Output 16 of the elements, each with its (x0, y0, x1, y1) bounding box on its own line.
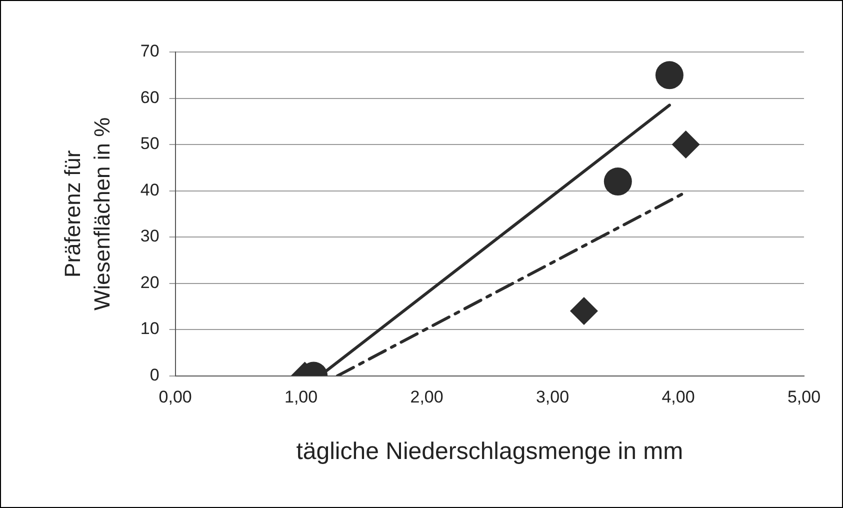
y-tick-label: 60 (140, 88, 160, 107)
y-tick-label: 50 (140, 134, 160, 154)
y-tick-label: 20 (140, 272, 160, 292)
y-tick-label: 40 (140, 180, 160, 200)
y-tick-label: 10 (140, 319, 160, 338)
y-axis-title: Präferenz für Wiesenflächen in % (60, 117, 115, 311)
x-axis-title: tägliche Niederschlagsmenge in mm (296, 438, 684, 466)
x-tick-label: 5,00 (787, 388, 821, 407)
y-tick-label: 70 (140, 42, 160, 61)
y-tick-label: 0 (150, 365, 160, 384)
x-tick-label: 1,00 (284, 388, 318, 407)
x-tick-label: 2,00 (410, 388, 444, 407)
x-tick-label: 0,00 (158, 388, 192, 407)
x-tick-label: 4,00 (662, 388, 695, 407)
y-tick-label: 30 (140, 226, 160, 246)
x-tick-label: 3,00 (536, 388, 570, 407)
